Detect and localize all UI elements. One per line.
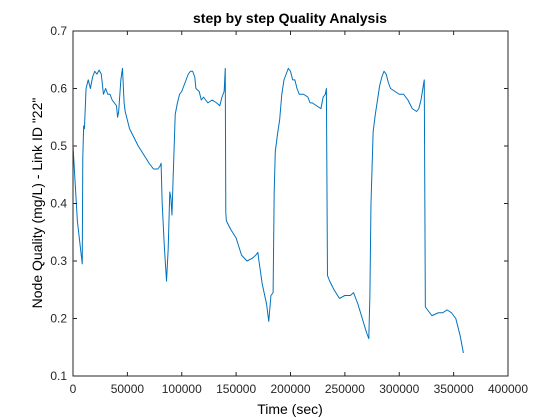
x-tick-label: 200000 — [270, 382, 310, 396]
y-tick-label: 0.7 — [50, 24, 67, 38]
y-axis: 0.1 0.2 0.3 0.4 0.5 0.6 0.7 — [50, 24, 508, 383]
x-tick-label: 50000 — [111, 382, 145, 396]
x-tick-label: 300000 — [379, 382, 419, 396]
y-tick-label: 0.2 — [50, 312, 67, 326]
x-tick-label: 250000 — [325, 382, 365, 396]
y-tick-label: 0.3 — [50, 254, 67, 268]
x-axis-label: Time (sec) — [257, 401, 323, 417]
x-tick-label: 350000 — [434, 382, 474, 396]
x-axis: 0 50000 100000 150000 200000 250000 300000 3500… — [70, 31, 528, 396]
y-tick-label: 0.1 — [50, 369, 67, 383]
y-tick-label: 0.4 — [50, 197, 67, 211]
y-tick-label: 0.5 — [50, 139, 67, 153]
y-tick-label: 0.6 — [50, 82, 67, 96]
x-tick-label: 400000 — [488, 382, 528, 396]
y-axis-label: Node Quality (mg/L) - Link ID "22" — [29, 98, 45, 309]
x-tick-label: 0 — [70, 382, 77, 396]
series-line — [72, 67, 464, 354]
plot-area — [73, 31, 508, 376]
series-layer — [72, 67, 464, 354]
chart-title: step by step Quality Analysis — [193, 10, 387, 26]
x-tick-label: 100000 — [162, 382, 202, 396]
x-tick-label: 150000 — [216, 382, 256, 396]
